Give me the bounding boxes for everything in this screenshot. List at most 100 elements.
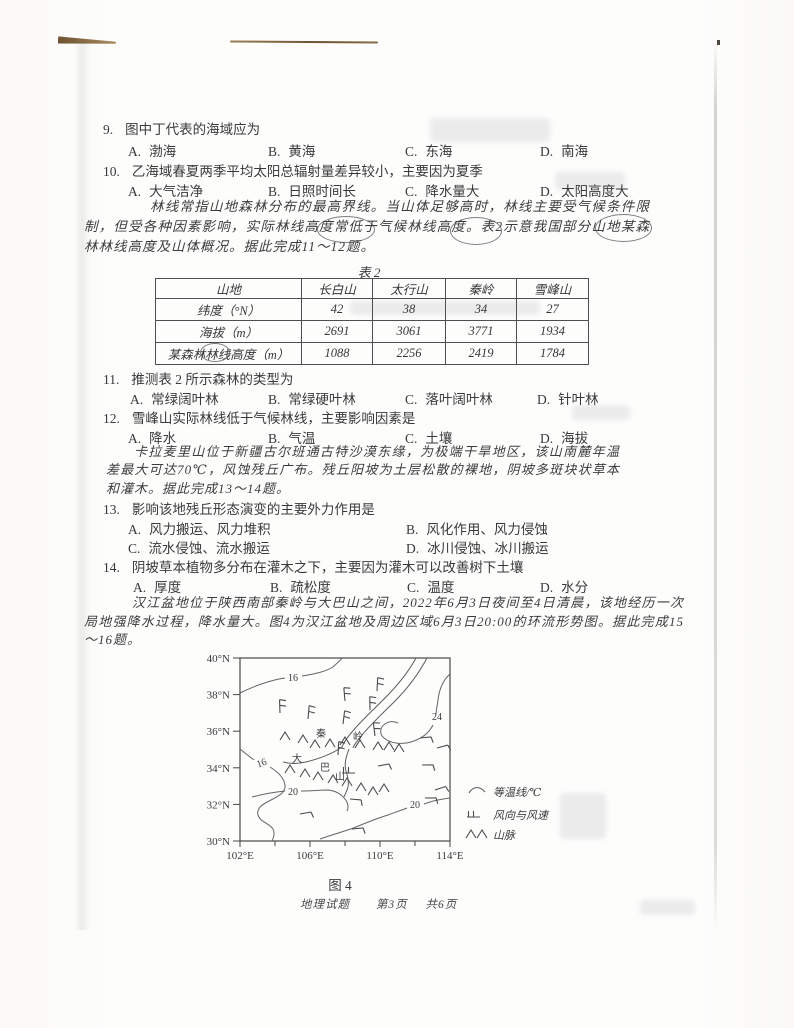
question-14-stem: 14. 阴坡草本植物多分布在灌木之下，主要因为灌木可以改善树下土壤: [103, 556, 523, 576]
option-d: D. 冰川侵蚀、冰川搬运: [406, 541, 549, 556]
isotherm-label: 24: [432, 712, 442, 723]
option-b: B. 黄海: [268, 144, 316, 159]
legend-label: 等温线/℃: [493, 786, 542, 799]
table-row: 海拔（m） 2691 3061 3771 1934: [155, 320, 589, 343]
question-9-stem: 9. 图中丁代表的海域应为: [103, 118, 260, 138]
question-text: 图中丁代表的海域应为: [125, 122, 261, 137]
lat-label: 36°N: [207, 726, 230, 738]
option-b: B. 风化作用、风力侵蚀: [406, 522, 548, 537]
question-text: 阴坡草本植物多分布在灌木之下，主要因为灌木可以改善树下土壤: [131, 560, 524, 575]
question-9-options: A. 渤海 B. 黄海 C. 东海 D. 南海: [0, 140, 760, 159]
footer-page-number: 第3页: [375, 899, 408, 911]
option-a: A. 降水: [128, 431, 177, 446]
bleedthrough-smudge: [560, 793, 606, 839]
footer-subject: 地理试题: [300, 899, 350, 911]
isotherm-labels: 16 24 16 20 20: [255, 673, 442, 811]
terrain-labels: 秦 岭 大 巴 山: [292, 727, 363, 783]
table-header-row: 山地 长白山 太行山 秦岭 雪峰山: [155, 278, 589, 299]
question-12-options: A. 降水 B. 气温 C. 土壤 D. 海拔: [0, 427, 760, 446]
question-number: 10.: [103, 164, 120, 179]
option-b: B. 常绿硬叶林: [268, 392, 356, 407]
option-d: D. 针叶林: [537, 392, 599, 407]
pen-circle-annotation: [317, 216, 375, 243]
option-d: D. 水分: [540, 580, 589, 595]
lon-labels: 102°E 106°E 110°E 114°E: [226, 850, 464, 862]
wind-legend-symbol: [466, 810, 481, 818]
option-b: B. 气温: [268, 431, 316, 446]
figure-4-circulation-map: 40°N 38°N 36°N 34°N 32°N 30°N 102°E 106°…: [207, 653, 550, 862]
question-number: 9.: [103, 122, 114, 137]
isotherm-legend-symbol: [468, 787, 486, 794]
isotherm-label: 16: [288, 673, 298, 684]
question-number: 14.: [103, 560, 120, 575]
legend-label: 山脉: [493, 829, 516, 842]
question-number: 13.: [103, 502, 120, 517]
wind-barb-symbols: [276, 676, 452, 835]
river-lines: [282, 657, 428, 798]
option-c: C. 温度: [407, 580, 455, 595]
question-11-options: A. 常绿阔叶林 B. 常绿硬叶林 C. 落叶阔叶林 D. 针叶林: [0, 388, 760, 407]
option-d: D. 太阳高度大: [540, 184, 629, 199]
question-11-stem: 11. 推测表 2 所示森林的类型为: [103, 368, 293, 388]
mountain-legend-symbol: [476, 829, 488, 839]
question-10-options: A. 大气洁净 B. 日照时间长 C. 降水量大 D. 太阳高度大: [0, 180, 760, 199]
question-13-options-row-1: A. 风力搬运、风力堆积 B. 风化作用、风力侵蚀: [0, 518, 760, 537]
pen-circle-annotation: [595, 214, 652, 242]
map-legend: 等温线/℃ 风向与风速 山脉: [465, 786, 550, 842]
terrain-label-da: 大: [292, 752, 302, 765]
terrain-label-ba: 巴: [320, 762, 330, 774]
lat-labels: 40°N 38°N 36°N 34°N 32°N 30°N: [207, 653, 230, 848]
lon-ticks: [239, 841, 451, 847]
pen-circle-annotation: [450, 217, 502, 245]
isotherm-label: 16: [255, 757, 268, 771]
isotherm-lines: [239, 657, 451, 842]
paper-top-edge-line: [229, 40, 379, 44]
pen-circle-annotation: [200, 343, 230, 362]
bleedthrough-smudge: [430, 118, 550, 142]
table-row: 纬度（°N） 42 38 34 27: [155, 298, 589, 321]
lat-label: 38°N: [207, 690, 230, 702]
question-text: 推测表 2 所示森林的类型为: [131, 372, 294, 387]
page-footer: 地理试题 第3页 共6页: [300, 896, 457, 912]
question-text: 雪峰山实际林线低于气候林线，主要影响因素是: [131, 411, 416, 426]
option-b: B. 日照时间长: [268, 184, 356, 199]
lat-label: 30°N: [207, 836, 230, 848]
lat-label: 32°N: [207, 799, 230, 811]
figure-4-caption: 图 4: [328, 878, 352, 893]
option-d: D. 海拔: [540, 431, 589, 446]
paper-crease-shadow: [74, 42, 92, 930]
option-d: D. 南海: [540, 144, 589, 159]
terrain-label-shan: 山: [335, 771, 345, 783]
isotherm-label: 20: [410, 800, 420, 811]
option-a: A. 常绿阔叶林: [130, 392, 219, 407]
lon-label: 106°E: [296, 850, 324, 862]
lat-label: 40°N: [207, 653, 230, 665]
option-c: C. 土壤: [405, 431, 453, 446]
bleedthrough-smudge: [555, 172, 625, 190]
paper-right-edge-shadow: [714, 38, 717, 933]
mountain-legend-symbol: [465, 829, 477, 839]
bleedthrough-smudge: [572, 405, 630, 420]
lat-ticks: [233, 657, 240, 842]
bleedthrough-smudge: [640, 900, 695, 915]
question-number: 11.: [103, 372, 120, 387]
question-text: 乙海域春夏两季平均太阳总辐射量差异较小，主要因为夏季: [131, 164, 483, 179]
terrain-label-qin: 秦: [316, 727, 326, 740]
lon-label: 110°E: [366, 850, 393, 862]
table-2-title: 表 2: [357, 265, 381, 280]
option-a: A. 渤海: [128, 144, 177, 159]
legend-label: 风向与风速: [493, 809, 550, 822]
question-13-options-row-2: C. 流水侵蚀、流水搬运 D. 冰川侵蚀、冰川搬运: [0, 537, 760, 556]
passage-kalamaili: 卡拉麦里山位于新疆古尔班通古特沙漠东缘，为极端干旱地区，该山南麓年温差最大可达7…: [106, 444, 620, 496]
question-12-stem: 12. 雪峰山实际林线低于气候林线，主要影响因素是: [103, 407, 415, 427]
option-c: C. 落叶阔叶林: [405, 392, 493, 407]
table-2: 山地 长白山 太行山 秦岭 雪峰山 纬度（°N） 42 38 34 27 海拔（…: [155, 278, 589, 365]
paper-corner-dot: [717, 40, 720, 45]
question-10-stem: 10. 乙海域春夏两季平均太阳总辐射量差异较小，主要因为夏季: [103, 160, 483, 180]
option-c: C. 东海: [405, 144, 453, 159]
lat-label: 34°N: [207, 763, 230, 775]
lon-label: 114°E: [436, 850, 463, 862]
footer-page-total: 共6页: [425, 899, 458, 911]
option-a: A. 厚度: [133, 580, 182, 595]
